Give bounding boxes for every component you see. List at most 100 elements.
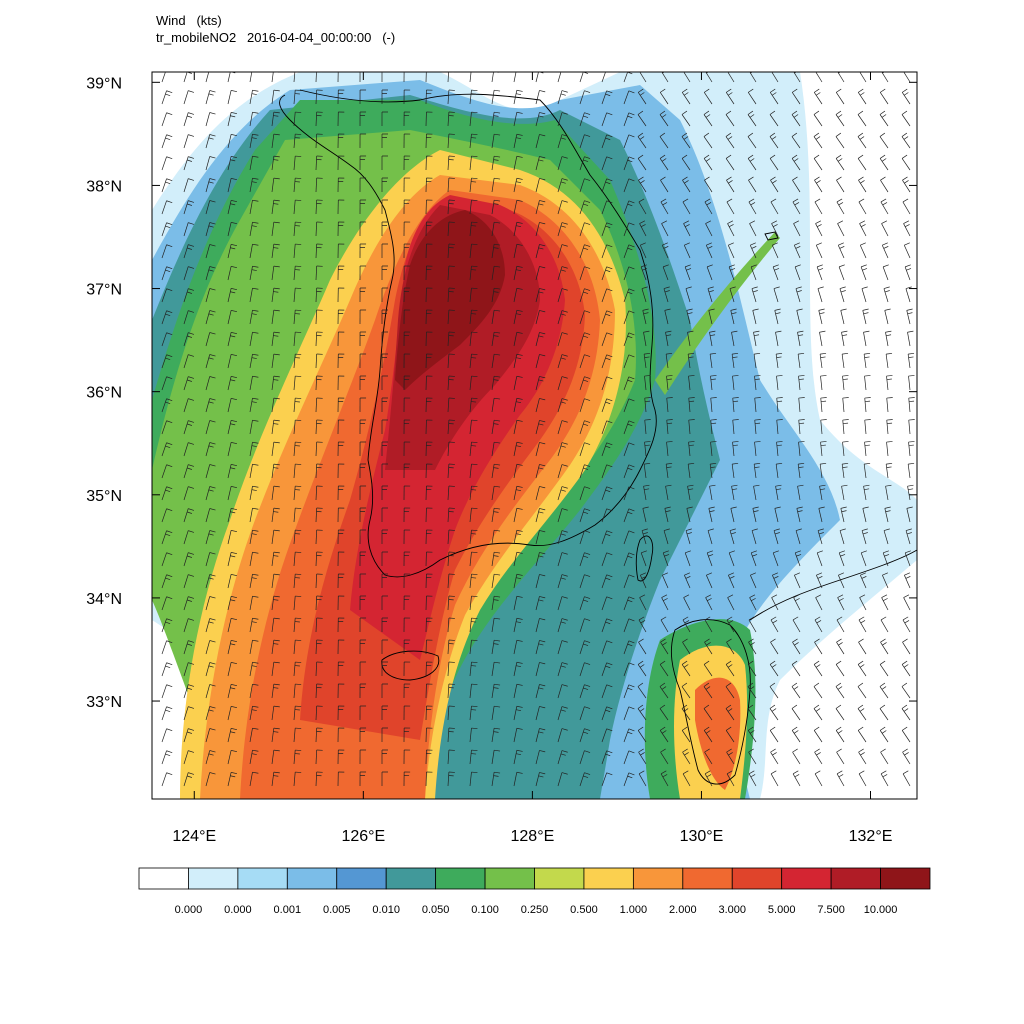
wind-barb	[665, 330, 672, 347]
wind-barb	[535, 574, 546, 589]
wind-barb	[863, 484, 870, 501]
wind-barb	[337, 331, 345, 347]
wind-barb	[425, 507, 433, 523]
wind-barb	[535, 420, 546, 435]
wind-barb	[293, 309, 302, 325]
wind-barb	[513, 309, 523, 325]
concentration-field	[152, 72, 917, 799]
wind-barb	[704, 748, 713, 765]
wind-barb	[183, 398, 195, 413]
wind-barb	[337, 265, 345, 281]
wind-barb	[682, 616, 691, 633]
wind-barb	[687, 330, 694, 347]
wind-barb	[579, 376, 591, 391]
wind-barb	[726, 198, 735, 215]
wind-barb	[403, 419, 411, 435]
wind-barb	[681, 660, 691, 677]
wind-barb	[841, 462, 849, 479]
wind-barb	[359, 331, 367, 347]
wind-barb	[557, 310, 568, 325]
wind-barb	[293, 353, 302, 369]
wind-barb	[447, 133, 455, 149]
wind-barb	[227, 398, 238, 413]
wind-barb	[447, 89, 455, 105]
wind-barb	[818, 506, 825, 523]
wind-barb	[838, 264, 845, 281]
wind-barb	[183, 156, 195, 171]
wind-barb	[681, 88, 691, 105]
wind-barb	[161, 112, 173, 127]
wind-barb	[623, 332, 635, 347]
wind-barb	[161, 178, 173, 193]
wind-barb	[227, 750, 238, 765]
wind-barb	[513, 529, 523, 545]
wind-barb	[249, 595, 259, 611]
wind-barb	[293, 661, 302, 677]
wind-barb	[601, 288, 613, 303]
wind-barb	[665, 484, 672, 501]
wind-barb	[688, 419, 695, 435]
lat-tick-label: 39°N	[86, 75, 122, 92]
wind-barb	[425, 353, 433, 369]
wind-barb	[249, 89, 259, 105]
wind-barb	[749, 594, 757, 611]
wind-barb	[836, 176, 845, 193]
wind-barb	[644, 397, 651, 413]
wind-barb	[205, 618, 216, 633]
colorbar-label: 0.001	[274, 904, 302, 916]
wind-barb	[820, 441, 827, 457]
wind-barb	[293, 133, 302, 149]
wind-barb	[249, 617, 259, 633]
wind-barb	[639, 594, 647, 611]
wind-barb	[838, 550, 846, 567]
wind-barb	[513, 727, 523, 743]
colorbar-label: 0.250	[521, 904, 549, 916]
wind-barb	[447, 463, 455, 479]
wind-barb	[425, 397, 433, 413]
latitude-labels: 39°N 38°N 37°N 36°N 35°N 34°N 33°N	[86, 75, 122, 711]
wind-barb	[337, 463, 345, 479]
wind-barb	[205, 90, 216, 105]
wind-barb	[469, 243, 478, 259]
wind-barb	[864, 419, 871, 435]
wind-barb	[748, 748, 757, 765]
wind-barb	[557, 442, 568, 457]
wind-barb	[725, 154, 735, 171]
wind-barb	[769, 88, 779, 105]
wind-barb	[513, 133, 523, 149]
wind-barb	[293, 375, 302, 391]
wind-barb	[579, 288, 591, 303]
wind-barb	[637, 660, 647, 677]
colorbar-swatch	[138, 867, 189, 890]
wind-barb	[271, 265, 280, 281]
wind-barb	[425, 72, 427, 83]
wind-barb	[183, 420, 195, 435]
wind-barb	[513, 375, 523, 391]
wind-barb	[447, 529, 455, 545]
wind-barb	[557, 728, 568, 743]
wind-barb	[293, 705, 302, 721]
wind-barb	[904, 550, 911, 567]
wind-barb	[271, 749, 280, 765]
wind-barb	[381, 463, 389, 479]
wind-barb	[905, 286, 912, 303]
wind-barb	[425, 199, 433, 215]
wind-barb	[469, 705, 478, 721]
wind-barb	[557, 508, 568, 523]
wind-barb	[776, 375, 783, 391]
wind-barb	[315, 727, 323, 743]
wind-barb	[579, 244, 591, 259]
wind-barb	[161, 72, 166, 83]
wind-barb	[403, 353, 411, 369]
wind-barb	[682, 770, 691, 787]
wind-barb	[271, 639, 280, 655]
wind-barb	[249, 353, 259, 369]
wind-barb	[710, 375, 717, 391]
wind-barb	[579, 178, 591, 193]
wind-barb	[642, 308, 649, 325]
wind-barb	[623, 376, 635, 391]
wind-barb	[447, 419, 455, 435]
wind-barb	[662, 550, 670, 567]
wind-barb	[754, 397, 761, 413]
coastline-korea-south	[367, 459, 531, 578]
